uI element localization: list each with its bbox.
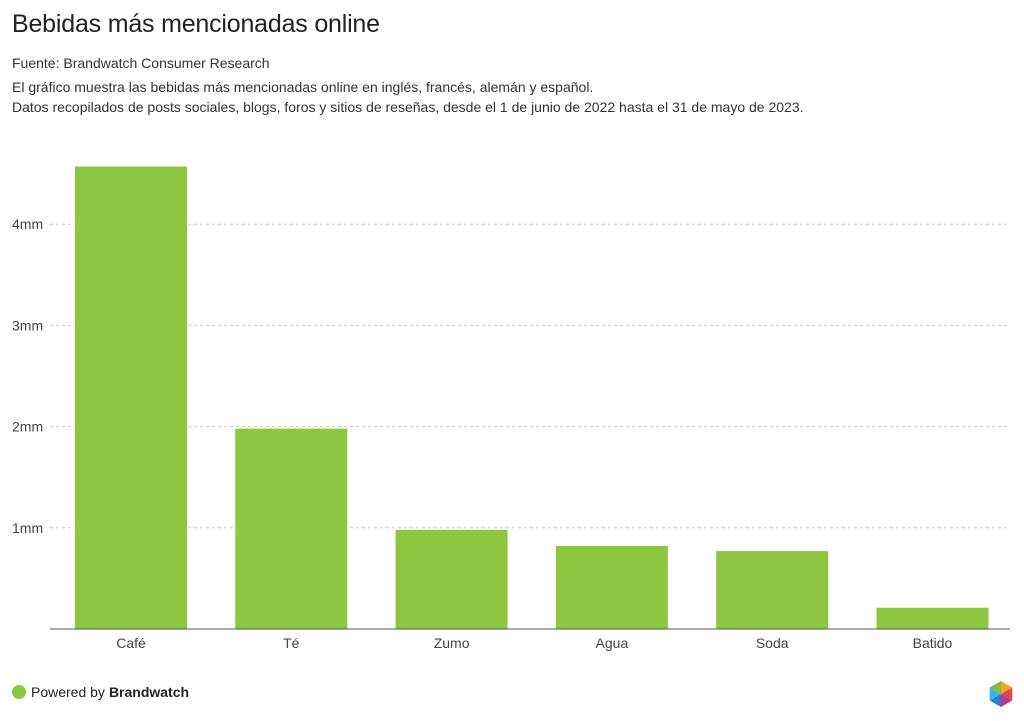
x-tick-label: Café <box>116 635 146 651</box>
y-tick-label: 2mm <box>12 419 43 435</box>
x-tick-label: Agua <box>596 635 629 651</box>
x-tick-label: Soda <box>756 635 789 651</box>
x-tick-label: Té <box>283 635 300 651</box>
brandwatch-logo-icon <box>989 681 1013 707</box>
bar <box>716 551 829 629</box>
bar <box>555 546 668 629</box>
y-tick-label: 1mm <box>12 520 43 536</box>
bar <box>235 428 348 629</box>
chart-title: Bebidas más mencionadas online <box>12 10 380 38</box>
bar <box>75 166 187 630</box>
x-tick-label: Zumo <box>434 635 470 651</box>
x-tick-label: Batido <box>913 635 953 651</box>
description-line: Datos recopilados de posts sociales, blo… <box>12 99 804 115</box>
powered-by-label: Powered by <box>31 684 105 700</box>
y-tick-label: 4mm <box>12 216 43 232</box>
bar <box>395 529 508 629</box>
brand-dot-icon <box>12 685 26 699</box>
chart-source: Fuente: Brandwatch Consumer Research <box>12 55 270 71</box>
y-tick-label: 3mm <box>12 317 43 333</box>
bar <box>876 607 989 629</box>
description-line: El gráfico muestra las bebidas más menci… <box>12 79 594 95</box>
footer: Powered by Brandwatch <box>12 684 189 700</box>
chart-description: El gráfico muestra las bebidas más menci… <box>12 77 804 117</box>
bar-chart: 1mm 2mm 3mm 4mm Café Té Zumo Agua Soda Batido <box>12 166 1010 651</box>
brand-name[interactable]: Brandwatch <box>108 684 190 700</box>
